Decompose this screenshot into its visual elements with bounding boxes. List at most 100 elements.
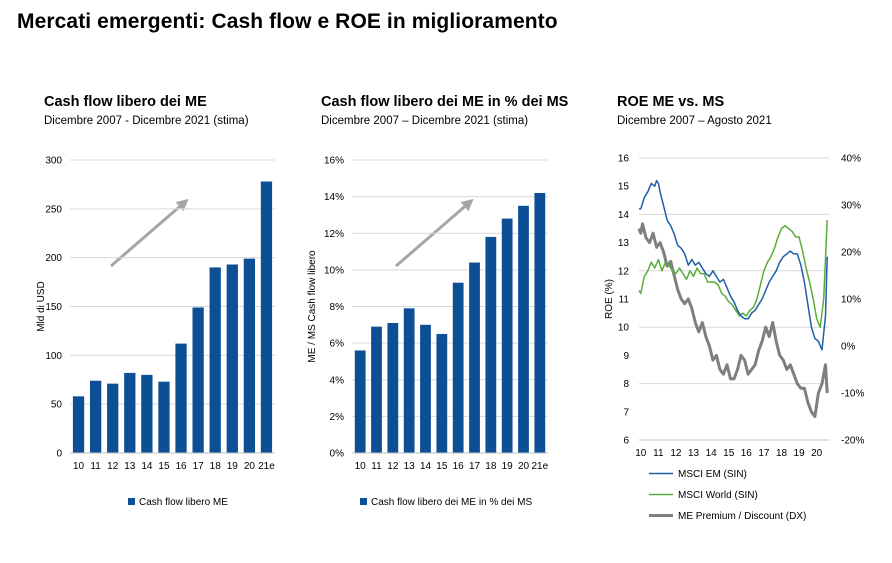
chart1-xtick-label: 21e [258,461,275,472]
chart2-bar [534,192,546,453]
chart1-legend-swatch [128,498,135,505]
chart3-ytick-left: 13 [618,238,630,249]
chart2-xtick-label: 17 [469,461,481,472]
chart2-xtick-label: 21e [531,461,548,472]
chart3-xtick-label: 14 [706,448,718,459]
chart2-bar [387,322,399,453]
chart3-ytick-left: 16 [618,154,630,165]
chart3-xtick-label: 17 [758,448,770,459]
chart1-ytick-label: 150 [45,302,62,313]
chart1-bar [107,383,119,453]
chart2-ytick-label: 12% [324,229,344,240]
chart3-legend-label: MSCI EM (SIN) [678,469,747,480]
chart3-ytick-left: 10 [618,323,630,334]
chart1-bar [72,396,85,453]
chart2-xtick-label: 15 [436,461,448,472]
chart3-xtick-label: 15 [723,448,735,459]
chart3-ytick-left: 15 [618,182,630,193]
chart3-ytick-left: 6 [623,436,629,447]
chart3-xtick-label: 20 [811,448,823,459]
chart3-ytick-left: 11 [619,295,630,306]
chart1-xtick-label: 12 [107,461,119,472]
chart3-ytick-right: 30% [841,201,861,212]
chart2-bar [371,326,382,453]
chart3-ytick-right: -20% [841,436,864,447]
chart3-series-line [639,179,828,351]
chart1-ytick-label: 200 [45,253,62,264]
chart3-ytick-left: 14 [618,210,630,221]
chart3-ytick-left: 12 [618,266,630,277]
chart3-ytick-right: 0% [841,342,856,353]
chart1-ytick-label: 100 [45,351,62,362]
chart3-series-line [638,219,828,328]
chart2-ytick-label: 16% [324,156,344,167]
chart1-bar [89,380,102,453]
chart1-xtick-label: 11 [90,461,101,472]
chart2-bar [501,218,513,453]
chart1-trend-arrow [110,198,189,268]
page-title: Mercati emergenti: Cash flow e ROE in mi… [17,10,558,33]
chart1-xtick-label: 17 [193,461,205,472]
chart1-bar [226,264,238,453]
chart3-xtick-label: 16 [741,448,753,459]
chart3-subtitle: Dicembre 2007 – Agosto 2021 [617,115,772,127]
chart1-xtick-label: 13 [124,461,136,472]
chart3-ytick-right: 40% [841,154,861,165]
chart3-ytick-left: 7 [623,407,629,418]
chart2-ytick-label: 6% [330,339,345,350]
chart3-ytick-right: 10% [841,295,861,306]
chart3-ytick-left: 8 [623,379,629,390]
chart1-xtick-label: 15 [158,461,170,472]
chart2-title: Cash flow libero dei ME in % dei MS [321,94,569,110]
chart3-ytick-right: 20% [841,248,861,259]
chart2-xtick-label: 11 [371,461,382,472]
chart1-xtick-label: 18 [210,461,222,472]
chart2-xtick-label: 18 [485,461,497,472]
chart1-subtitle: Dicembre 2007 - Dicembre 2021 (stima) [44,115,249,127]
chart1-bar [260,181,273,453]
chart3-legend-label: ME Premium / Discount (DX) [678,511,806,522]
chart2-bar [403,308,415,453]
chart1-bar [141,374,153,453]
chart3-series-line [637,222,829,418]
chart3-ytick-right: -10% [841,389,864,400]
chart2-ytick-label: 2% [330,412,345,423]
chart1-ylabel: Mld di USD [36,281,47,332]
chart2-trend-arrow [395,198,474,268]
chart2-ytick-label: 8% [330,302,345,313]
chart3-xtick-label: 12 [670,448,682,459]
chart3-legend-label: MSCI World (SIN) [678,490,758,501]
chart2-xtick-label: 13 [404,461,416,472]
chart2-xtick-label: 19 [502,461,514,472]
chart1-xtick-label: 10 [73,461,85,472]
chart1-bar [192,307,204,453]
chart2-bar [469,262,480,453]
chart1-ytick-label: 50 [51,400,63,411]
chart1-bar [124,372,136,453]
chart3-xtick-label: 10 [635,448,647,459]
chart3-xtick-label: 13 [688,448,700,459]
chart1-bar [158,381,170,453]
chart1-xtick-label: 19 [227,461,239,472]
chart3-title: ROE ME vs. MS [617,94,725,110]
chart1-ytick-label: 300 [45,156,62,167]
chart2-xtick-label: 16 [453,461,465,472]
chart2-ytick-label: 10% [324,265,344,276]
chart1-legend-label: Cash flow libero ME [139,497,228,508]
chart2-ytick-label: 4% [330,375,345,386]
chart1-bar [209,267,221,453]
chart2-bar [420,324,431,453]
chart2-bar [436,333,448,453]
chart2-xtick-label: 10 [355,461,367,472]
chart1-bar [175,343,187,453]
chart3-xtick-label: 18 [776,448,788,459]
chart2-xtick-label: 14 [420,461,432,472]
chart2-bar [452,282,464,453]
chart1-ytick-label: 250 [45,204,62,215]
chart1-ytick-label: 0 [56,449,62,460]
chart2-ylabel: ME / MS Cash flow libero [307,250,318,363]
chart1-xtick-label: 20 [244,461,256,472]
chart3-xtick-label: 11 [653,448,664,459]
chart2-legend-swatch [360,498,367,505]
